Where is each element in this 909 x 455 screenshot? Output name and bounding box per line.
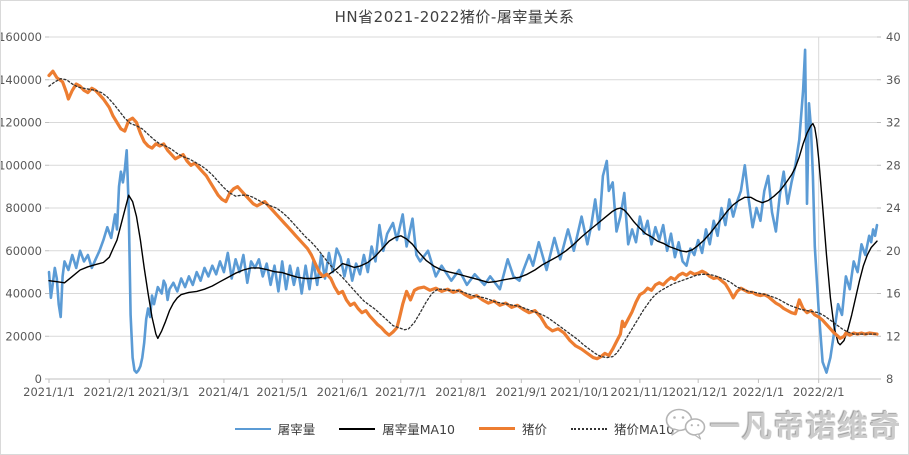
legend-marker-猪价 bbox=[478, 427, 515, 430]
series-屠宰量MA10 bbox=[48, 122, 878, 346]
y-right-tick-label: 20 bbox=[886, 244, 901, 258]
x-tick-label: 2021/8/1 bbox=[435, 385, 487, 399]
x-tick-label: 2021/6/1 bbox=[317, 385, 369, 399]
y-left-tick-label: 40000 bbox=[5, 287, 42, 301]
legend-marker-屠宰量MA10 bbox=[339, 427, 376, 430]
x-tick-label: 2021/2/1 bbox=[83, 385, 135, 399]
series-屠宰量 bbox=[47, 48, 879, 374]
y-right-tick-label: 32 bbox=[886, 116, 901, 130]
y-right-tick-label: 36 bbox=[886, 73, 901, 87]
y-left-tick-label: 140000 bbox=[1, 73, 42, 87]
watermark: 一凡帝诺维奇 bbox=[664, 402, 902, 446]
y-left-tick-label: 80000 bbox=[5, 201, 42, 215]
y-left-tick-label: 0 bbox=[35, 372, 42, 386]
y-left-tick-label: 120000 bbox=[1, 116, 42, 130]
chart-title: HN省2021-2022猪价-屠宰量关系 bbox=[334, 8, 575, 26]
legend-label: 屠宰量MA10 bbox=[382, 422, 455, 437]
y-left-tick-label: 60000 bbox=[5, 244, 42, 258]
x-tick-label: 2021/4/1 bbox=[198, 385, 250, 399]
y-right-tick-label: 12 bbox=[886, 329, 901, 343]
x-tick-label: 2022/2/1 bbox=[793, 385, 845, 399]
legend-item-屠宰量: 屠宰量 bbox=[234, 419, 316, 438]
x-tick-label: 2022/1/1 bbox=[733, 385, 785, 399]
y-left-tick-label: 100000 bbox=[1, 158, 42, 172]
x-tick-label: 2021/1/1 bbox=[23, 385, 75, 399]
y-right-tick-label: 16 bbox=[886, 287, 901, 301]
x-tick-label: 2021/7/1 bbox=[375, 385, 427, 399]
legend-label: 猪价MA10 bbox=[614, 422, 675, 437]
x-tick-label: 2021/5/1 bbox=[256, 385, 308, 399]
y-left-tick-label: 160000 bbox=[1, 30, 42, 44]
x-tick-label: 2021/9/1 bbox=[495, 385, 547, 399]
wechat-icon bbox=[665, 408, 706, 440]
y-right-tick-label: 28 bbox=[886, 158, 901, 172]
legend-marker-屠宰量 bbox=[234, 427, 271, 430]
legend-marker-猪价MA10 bbox=[571, 427, 607, 430]
x-tick-label: 2021/11/1 bbox=[610, 385, 669, 399]
series-猪价 bbox=[47, 69, 879, 361]
watermark-text: 一凡帝诺维奇 bbox=[710, 410, 902, 445]
x-tick-label: 2021/3/1 bbox=[138, 385, 190, 399]
x-tick-label: 2021/10/1 bbox=[550, 385, 609, 399]
legend-item-猪价: 猪价 bbox=[478, 419, 547, 438]
legend-item-猪价MA10: 猪价MA10 bbox=[571, 419, 674, 438]
y-right-tick-label: 8 bbox=[886, 372, 893, 386]
x-tick-label: 2021/12/1 bbox=[669, 385, 728, 399]
y-right-tick-label: 40 bbox=[886, 30, 901, 44]
series-猪价MA10 bbox=[48, 78, 878, 359]
legend-item-屠宰量MA10: 屠宰量MA10 bbox=[339, 419, 455, 438]
y-left-tick-label: 20000 bbox=[5, 329, 42, 343]
chart-legend: 屠宰量 屠宰量MA10 猪价 猪价MA10 bbox=[128, 419, 781, 438]
y-right-tick-label: 24 bbox=[886, 201, 901, 215]
legend-label: 猪价 bbox=[521, 422, 547, 437]
legend-label: 屠宰量 bbox=[277, 422, 316, 437]
